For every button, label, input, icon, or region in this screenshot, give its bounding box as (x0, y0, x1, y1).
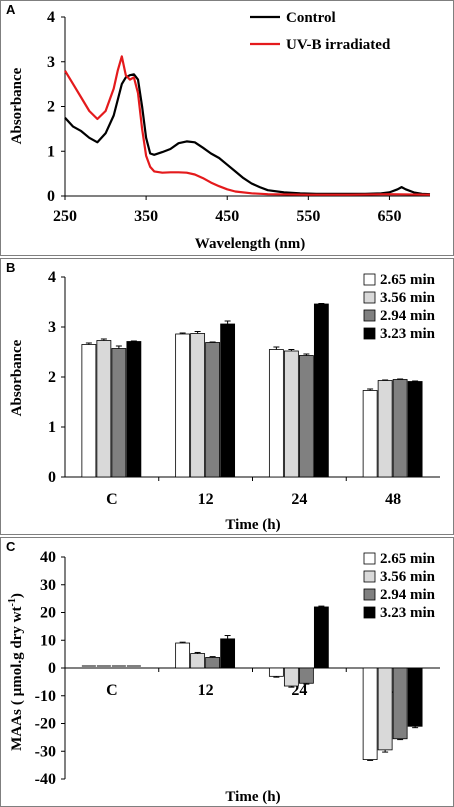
panel-c-bar (205, 657, 221, 669)
panel-c-ylabel: MAAs ( µmol.g dry wt-1) (7, 593, 25, 751)
panel-b-ytick-label: 3 (48, 319, 56, 336)
panel-c: C -40-30-20-10010203040C1224482.65 min3.… (0, 537, 454, 807)
panel-a-xlabel: Wavelength (nm) (195, 236, 305, 252)
panel-c-bar (407, 667, 423, 727)
panel-c-legend-swatch (363, 588, 376, 601)
panel-c-legend-label: 2.94 min (380, 587, 436, 603)
panel-b-legend-swatch (363, 291, 376, 304)
panel-c-ylabel-unit: ( µmol.g dry wt (9, 607, 25, 706)
panel-a-ytick-label: 2 (47, 99, 55, 116)
panel-c-bar (377, 667, 393, 751)
panel-b-legend-label: 2.65 min (380, 272, 436, 288)
panel-b-category-label: 48 (385, 491, 401, 508)
panel-a-plot: 0 1 2 3 4 250 350 450 550 650 Control UV-B irradiat… (47, 9, 431, 225)
panel-b-legend-label: 2.94 min (380, 308, 436, 324)
panel-b-ytick-label: 2 (48, 369, 56, 386)
panel-a-legend-label: UV-B irradiated (286, 37, 391, 53)
panel-c-ytick-label: 10 (40, 632, 56, 649)
panel-c-ylabel-main: MAAs (9, 709, 25, 751)
panel-a-xtick-label: 550 (296, 208, 320, 225)
panel-c-legend-label: 3.56 min (380, 569, 436, 585)
panel-a-ytick-label: 0 (47, 188, 55, 205)
panel-c-legend-label: 2.65 min (380, 551, 436, 567)
panel-c-legend-label: 3.23 min (380, 605, 436, 621)
panel-b-bar (268, 349, 284, 478)
panel-b-bar (126, 341, 142, 478)
panel-b-ytick-label: 0 (48, 469, 56, 486)
panel-c-ytick-label: -30 (35, 743, 56, 760)
panel-c-ytick-label: 20 (40, 605, 56, 622)
panel-b-ylabel: Absorbance (9, 339, 25, 416)
panel-b-legend-label: 3.56 min (380, 290, 436, 306)
panel-b-bar (298, 355, 314, 478)
panel-b-legend-swatch (363, 273, 376, 286)
panel-c-legend-swatch (363, 552, 376, 565)
panel-b-xlabel: Time (h) (225, 517, 280, 533)
panel-c-ytick-label: -40 (35, 771, 56, 788)
panel-b-bar (283, 350, 299, 478)
panel-b-legend-swatch (363, 327, 376, 340)
panel-c-xlabel: Time (h) (225, 789, 280, 805)
panel-b-bar (377, 380, 393, 478)
panel-b-bar (111, 348, 127, 478)
panel-b-bar (313, 303, 329, 478)
panel-a-xtick-label: 450 (215, 208, 239, 225)
panel-b-ytick-label: 1 (48, 419, 56, 436)
panel-c-bar (313, 606, 329, 669)
panel-c-plot: -40-30-20-10010203040C1224482.65 min3.56… (35, 549, 440, 788)
panel-b-bar (362, 390, 378, 478)
panel-c-category-label: C (106, 682, 118, 699)
panel-a-legend-label: Control (286, 10, 336, 26)
panel-c-legend-swatch (363, 606, 376, 619)
panel-a-series-line (64, 73, 431, 196)
panel-b-category-label: 24 (291, 491, 307, 508)
panel-c-ylabel-sup: -1 (7, 598, 18, 606)
panel-c-ytick-label: 30 (40, 577, 56, 594)
panel-b-bar (205, 342, 221, 478)
panel-c-bar (362, 667, 378, 760)
panel-b-category-label: C (106, 491, 118, 508)
panel-a-ytick-label: 1 (47, 143, 55, 160)
panel-c-category-label: 12 (198, 682, 214, 699)
panel-c-bar (298, 667, 314, 684)
panel-a-letter: A (6, 2, 16, 17)
panel-b-bar (392, 379, 408, 478)
panel-c-ytick-label: -20 (35, 716, 56, 733)
panel-c-bar (190, 653, 206, 669)
panel-c-bar (283, 667, 299, 687)
panel-b-bar (81, 344, 97, 478)
panel-a: A 0 1 2 3 4 250 350 450 550 650 Control UV-B irradi… (0, 0, 454, 256)
panel-a-xtick-label: 650 (377, 208, 401, 225)
panel-b-category-label: 12 (198, 491, 214, 508)
panel-c-bar (268, 667, 284, 677)
panel-c-ytick-label: 40 (40, 549, 56, 566)
panel-c-ytick-label: 0 (48, 660, 56, 677)
panel-a-ytick-label: 3 (47, 54, 55, 71)
panel-c-bar (175, 642, 191, 669)
panel-a-xtick-label: 250 (53, 208, 77, 225)
panel-b-bar (96, 340, 112, 478)
panel-b-bar (190, 333, 206, 478)
panel-c-ytick-label: -10 (35, 688, 56, 705)
panel-b-letter: B (6, 260, 15, 275)
panel-b-legend-label: 3.23 min (380, 326, 436, 342)
panel-c-legend-swatch (363, 570, 376, 583)
panel-a-xtick-label: 350 (134, 208, 158, 225)
panel-a-ylabel: Absorbance (9, 67, 25, 144)
panel-a-series-line (64, 55, 431, 196)
panel-c-ylabel-close: ) (9, 593, 25, 598)
panel-b-bar (220, 323, 236, 478)
panel-b-ytick-label: 4 (48, 269, 56, 286)
panel-b-bar (407, 381, 423, 478)
panel-c-bar (220, 638, 236, 669)
panel-a-ytick-label: 4 (47, 9, 55, 26)
panel-c-letter: C (6, 539, 16, 554)
panel-b-legend-swatch (363, 309, 376, 322)
panel-c-bar (392, 667, 408, 740)
panel-b-bar (175, 333, 191, 478)
